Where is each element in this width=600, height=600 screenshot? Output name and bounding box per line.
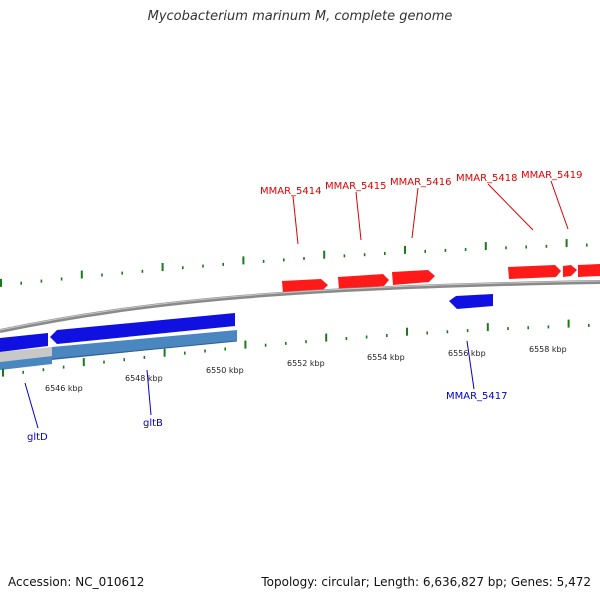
map-title: Mycobacterium marinum M, complete genome (147, 9, 453, 24)
gene-arrow-mmar-5417[interactable] (449, 294, 493, 309)
gene-label-mmar-5415[interactable]: MMAR_5415 (325, 181, 387, 192)
tick-label-6552: 6552 kbp (287, 359, 325, 368)
accession-text: Accession: NC_010612 (8, 575, 145, 589)
gene-arrow-mmar-5418[interactable] (508, 265, 561, 279)
gene-label-mmar-5414[interactable]: MMAR_5414 (260, 186, 322, 197)
feature-track (0, 330, 238, 370)
outer-ticks (0, 239, 588, 287)
genome-backbone-highlight (0, 280, 600, 331)
gene-arrow-mmar-5419[interactable] (563, 265, 577, 277)
gene-label-gltb[interactable]: gltB (143, 418, 163, 429)
gene-arrow-offscreen[interactable] (578, 264, 600, 277)
forward-genes (282, 264, 600, 294)
feature-bar-grey[interactable] (0, 347, 52, 362)
gene-label-gltd[interactable]: gltD (27, 432, 48, 443)
gene-label-mmar-5417[interactable]: MMAR_5417 (446, 391, 508, 402)
reverse-genes (0, 294, 493, 352)
gene-label-mmar-5419[interactable]: MMAR_5419 (521, 170, 583, 181)
tick-label-6550: 6550 kbp (206, 366, 244, 375)
feature-bar-blue-left[interactable] (0, 356, 52, 370)
feature-bar-blue[interactable] (52, 330, 237, 360)
gene-label-mmar-5418[interactable]: MMAR_5418 (456, 173, 518, 184)
reverse-gene-labels: MMAR_5417 gltB gltD (24, 340, 508, 443)
genome-backbone (0, 280, 600, 333)
tick-label-6554: 6554 kbp (367, 353, 405, 362)
tick-label-6558: 6558 kbp (529, 345, 567, 354)
tick-label-6546: 6546 kbp (45, 384, 83, 393)
gene-arrow-gltd[interactable] (0, 333, 48, 352)
inner-ticks (2, 319, 590, 377)
tick-label-6556: 6556 kbp (448, 349, 486, 358)
gene-label-mmar-5416[interactable]: MMAR_5416 (390, 177, 452, 188)
gene-arrow-gltb[interactable] (50, 313, 235, 344)
tick-label-6548: 6548 kbp (125, 374, 163, 383)
gene-arrow-mmar-5416[interactable] (392, 270, 435, 285)
gene-arrow-mmar-5415[interactable] (338, 274, 389, 290)
genome-summary-text: Topology: circular; Length: 6,636,827 bp… (261, 575, 591, 589)
tick-labels: 6546 kbp 6548 kbp 6550 kbp 6552 kbp 6554… (45, 345, 567, 393)
forward-gene-labels: MMAR_5414 MMAR_5415 MMAR_5416 MMAR_5418 … (260, 170, 583, 245)
